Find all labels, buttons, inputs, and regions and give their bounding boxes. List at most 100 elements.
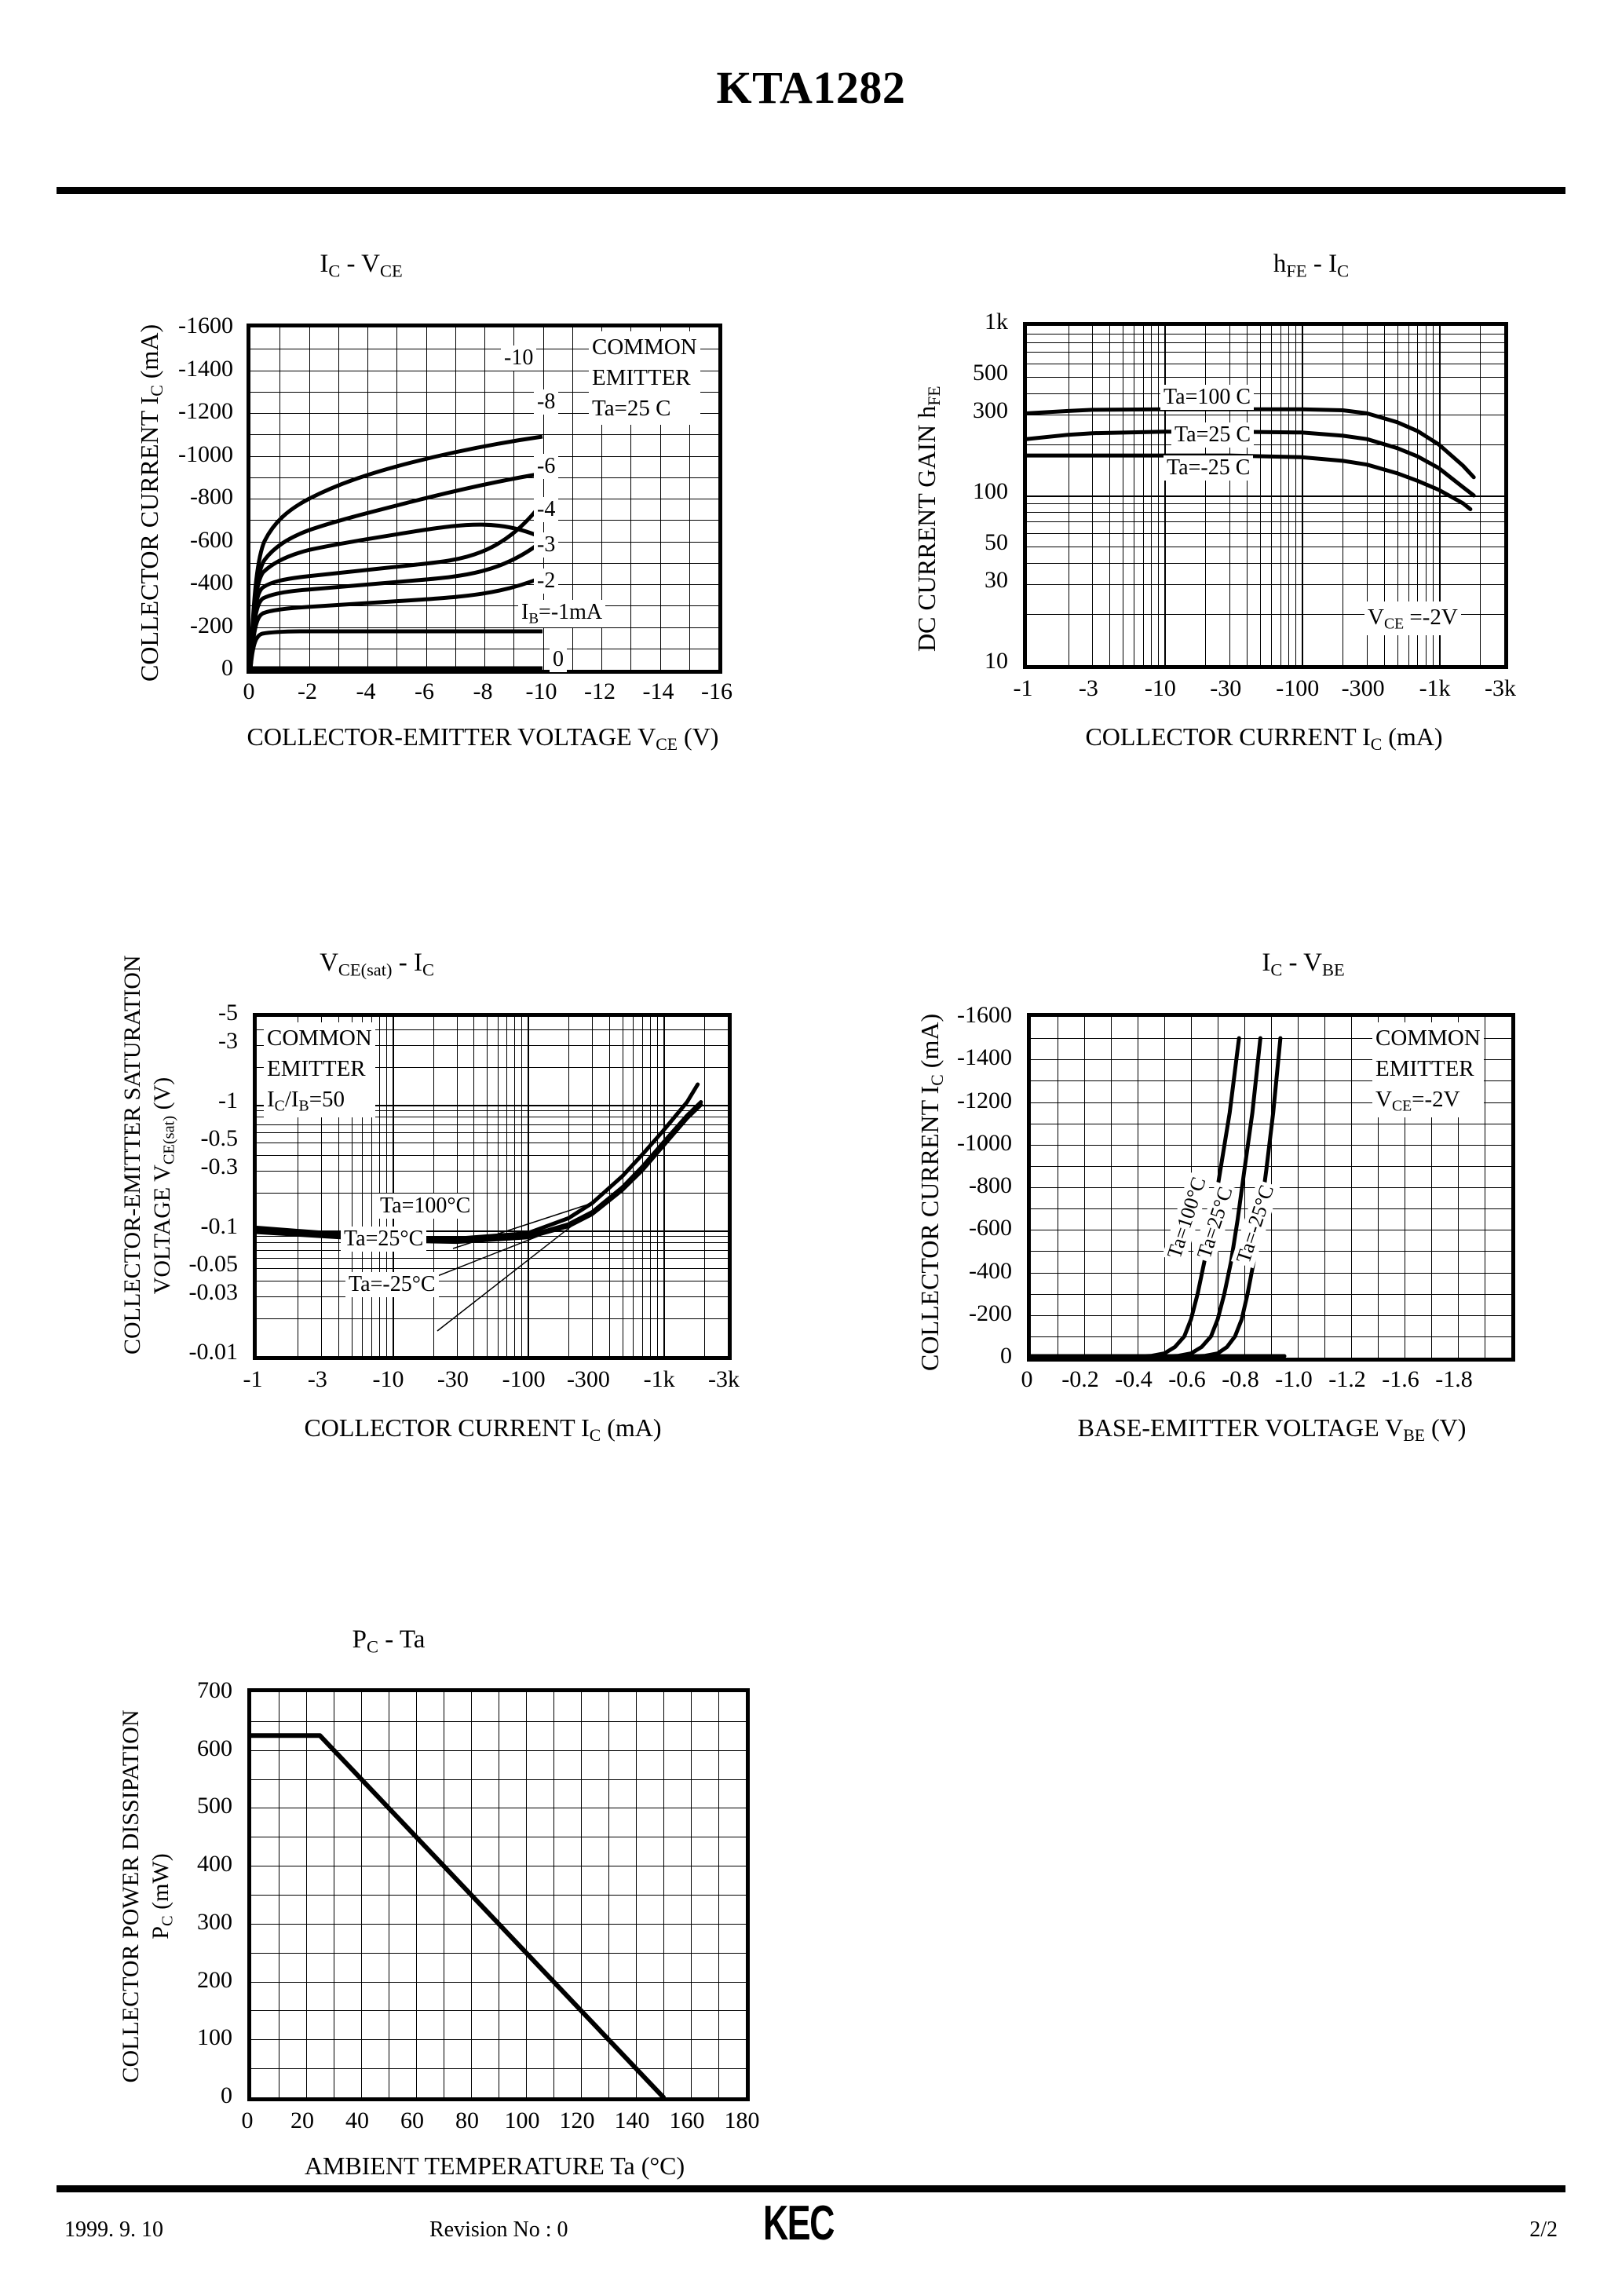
gridline-horizontal — [1027, 533, 1504, 534]
curve-label-ib-2: -2 — [534, 569, 559, 594]
x-axis-label-pc-ta: AMBIENT TEMPERATURE Ta (°C) — [304, 2152, 685, 2180]
gridline-horizontal — [257, 1124, 728, 1125]
x-axis-tick: 160 — [669, 2108, 705, 2133]
gridline-horizontal — [250, 563, 718, 564]
gridline-horizontal — [1027, 334, 1504, 335]
gridline-vertical — [592, 1017, 593, 1356]
x-axis-tick: 20 — [290, 2108, 314, 2133]
y-axis-tick: 100 — [973, 478, 1008, 504]
gridline-horizontal — [1031, 1166, 1511, 1167]
y-axis-tick: 0 — [1000, 1343, 1012, 1369]
note-line-1: COMMON — [267, 1026, 372, 1051]
curves-pc-ta — [251, 1692, 746, 2097]
x-axis-tick: -1.2 — [1328, 1366, 1366, 1392]
y-axis-tick: -0.1 — [200, 1212, 239, 1239]
x-axis-tick: 60 — [400, 2108, 424, 2133]
gridline-vertical — [506, 1017, 507, 1356]
y-axis-tick: 10 — [985, 648, 1008, 674]
x-axis-tick: -0.6 — [1168, 1366, 1206, 1392]
gridline-horizontal — [1031, 1102, 1511, 1103]
y-axis-tick: 500 — [197, 1793, 232, 1819]
gridline-horizontal — [1027, 495, 1504, 497]
plot-area-pc-ta — [247, 1688, 750, 2101]
y-axis-tick: -3 — [218, 1027, 238, 1054]
y-axis-tick: -800 — [190, 484, 233, 510]
gridline-horizontal — [251, 1895, 746, 1896]
y-axis-tick: -400 — [969, 1257, 1012, 1284]
x-axis-tick: 40 — [345, 2108, 369, 2133]
plot-area-hfe-ic — [1023, 322, 1508, 669]
gridline-horizontal — [1027, 503, 1504, 504]
page-title: KTA1282 — [716, 62, 906, 113]
x-axis-tick: -100 — [502, 1366, 546, 1392]
gridline-horizontal — [1031, 1059, 1511, 1060]
grid-hfe-ic — [1027, 326, 1504, 665]
x-axis-tick: -300 — [566, 1366, 610, 1392]
gridline-vertical — [528, 1017, 529, 1356]
gridline-horizontal — [1027, 563, 1504, 564]
gridline-vertical — [514, 1017, 515, 1356]
y-axis-tick: -1 — [218, 1087, 238, 1113]
gridline-horizontal — [257, 1296, 728, 1297]
gridline-horizontal — [250, 542, 718, 543]
y-axis-tick: -0.05 — [188, 1251, 239, 1278]
condition-note-vcesat-ic: COMMON EMITTER IC/IB=50 — [264, 1022, 375, 1118]
gridline-vertical — [704, 1017, 705, 1356]
x-axis-tick: -3 — [1078, 675, 1098, 701]
x-axis-tick: 140 — [614, 2108, 650, 2133]
y-axis-tick: -1400 — [178, 355, 233, 382]
note-line-1: COMMON — [592, 335, 697, 360]
gridline-horizontal — [1027, 584, 1504, 585]
footer-divider — [57, 2185, 1565, 2192]
gridline-horizontal — [257, 1132, 728, 1133]
gridline-horizontal — [257, 1258, 728, 1259]
y-axis-tick: -0.01 — [188, 1339, 239, 1365]
gridline-horizontal — [257, 1242, 728, 1243]
gridline-horizontal — [250, 392, 718, 393]
y-axis-tick: 100 — [197, 2024, 232, 2051]
gridline-horizontal — [257, 1029, 728, 1030]
gridline-vertical — [457, 1017, 458, 1356]
x-axis-tick: -12 — [584, 678, 616, 704]
series-label-ta-100: Ta=100°C — [377, 1194, 474, 1219]
x-axis-tick: -3 — [307, 1366, 327, 1392]
gridline-horizontal — [257, 1250, 728, 1251]
footer-revision: Revision No : 0 — [429, 2217, 568, 2242]
curve-label-ib-10: -10 — [501, 345, 537, 371]
gridline-vertical — [379, 1017, 380, 1356]
y-axis-tick: -200 — [190, 612, 233, 638]
figure-title-vcesat-ic: VCE(sat) - IC — [320, 949, 434, 980]
gridline-horizontal — [257, 1268, 728, 1269]
gridline-horizontal — [1031, 1336, 1511, 1337]
gridline-vertical — [393, 1017, 394, 1356]
gridline-horizontal — [251, 1953, 746, 1954]
x-axis-tick: -300 — [1341, 675, 1385, 701]
x-axis-tick: -30 — [1210, 675, 1242, 701]
note-line-3: VCE=-2V — [1375, 1087, 1460, 1115]
x-axis-tick: -1 — [243, 1366, 263, 1392]
y-axis-tick: 600 — [197, 1735, 232, 1761]
gridline-horizontal — [257, 1045, 728, 1046]
condition-note-hfe-ic: VCE =-2V — [1364, 601, 1461, 636]
gridline-horizontal — [257, 1230, 728, 1232]
figure-title-pc-ta: PC - Ta — [352, 1625, 426, 1657]
gridline-vertical — [433, 1017, 434, 1356]
grid-pc-ta — [251, 1692, 746, 2097]
x-axis-label-vcesat-ic: COLLECTOR CURRENT IC (mA) — [304, 1413, 662, 1446]
vce-note-text: VCE =-2V — [1368, 605, 1458, 633]
x-axis-tick: -100 — [1276, 675, 1320, 701]
gridline-vertical — [352, 1017, 353, 1356]
gridline-horizontal — [257, 1155, 728, 1156]
gridline-horizontal — [1031, 1315, 1511, 1316]
gridline-horizontal — [1027, 342, 1504, 343]
gridline-horizontal — [250, 477, 718, 478]
x-axis-tick: 0 — [243, 678, 255, 704]
x-axis-tick: 120 — [559, 2108, 595, 2133]
curve-label-ib-6: -6 — [534, 454, 559, 479]
curve-label-ib-8: -8 — [534, 389, 559, 415]
y-axis-tick: 30 — [985, 566, 1008, 593]
gridline-vertical — [633, 1017, 634, 1356]
gridline-vertical — [386, 1017, 387, 1356]
gridline-vertical — [642, 1017, 643, 1356]
y-axis-tick: 0 — [221, 655, 233, 681]
